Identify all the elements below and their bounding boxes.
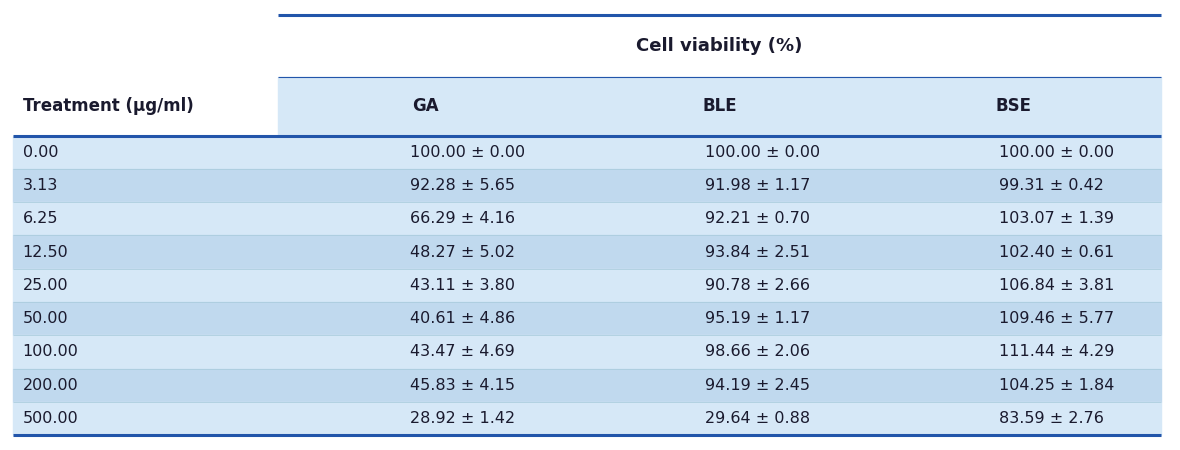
Bar: [13, 235, 1161, 269]
Text: 40.61 ± 4.86: 40.61 ± 4.86: [411, 311, 516, 326]
Text: 200.00: 200.00: [22, 378, 78, 393]
Text: 91.98 ± 1.17: 91.98 ± 1.17: [704, 178, 811, 193]
Bar: [13, 302, 1161, 335]
Text: 500.00: 500.00: [22, 411, 78, 426]
Text: 29.64 ± 0.88: 29.64 ± 0.88: [704, 411, 809, 426]
Text: 93.84 ± 2.51: 93.84 ± 2.51: [704, 245, 809, 260]
Text: 50.00: 50.00: [22, 311, 68, 326]
Text: 92.21 ± 0.70: 92.21 ± 0.70: [704, 212, 809, 226]
Text: 25.00: 25.00: [22, 278, 68, 293]
Text: 100.00 ± 0.00: 100.00 ± 0.00: [411, 145, 525, 160]
Text: 99.31 ± 0.42: 99.31 ± 0.42: [999, 178, 1104, 193]
Bar: [13, 135, 1161, 169]
Text: 103.07 ± 1.39: 103.07 ± 1.39: [999, 212, 1114, 226]
Text: 95.19 ± 1.17: 95.19 ± 1.17: [704, 311, 809, 326]
Text: 100.00: 100.00: [22, 344, 78, 360]
Text: 43.11 ± 3.80: 43.11 ± 3.80: [411, 278, 516, 293]
Text: 111.44 ± 4.29: 111.44 ± 4.29: [999, 344, 1114, 360]
Text: Cell viability (%): Cell viability (%): [636, 37, 802, 55]
Bar: [13, 369, 1161, 402]
Bar: [13, 335, 1161, 369]
Text: 94.19 ± 2.45: 94.19 ± 2.45: [704, 378, 809, 393]
Text: 106.84 ± 3.81: 106.84 ± 3.81: [999, 278, 1114, 293]
Text: 3.13: 3.13: [22, 178, 58, 193]
Text: 45.83 ± 4.15: 45.83 ± 4.15: [411, 378, 516, 393]
Text: 109.46 ± 5.77: 109.46 ± 5.77: [999, 311, 1114, 326]
Text: 6.25: 6.25: [22, 212, 58, 226]
Bar: [278, 77, 1161, 135]
Text: 92.28 ± 5.65: 92.28 ± 5.65: [411, 178, 516, 193]
Text: 98.66 ± 2.06: 98.66 ± 2.06: [704, 344, 809, 360]
Text: 28.92 ± 1.42: 28.92 ± 1.42: [411, 411, 516, 426]
Text: 90.78 ± 2.66: 90.78 ± 2.66: [704, 278, 809, 293]
Text: GA: GA: [412, 98, 439, 116]
Text: 83.59 ± 2.76: 83.59 ± 2.76: [999, 411, 1104, 426]
Text: 0.00: 0.00: [22, 145, 58, 160]
Bar: [13, 202, 1161, 235]
Text: 66.29 ± 4.16: 66.29 ± 4.16: [411, 212, 516, 226]
Text: Treatment (μg/ml): Treatment (μg/ml): [22, 98, 194, 116]
Text: 100.00 ± 0.00: 100.00 ± 0.00: [999, 145, 1114, 160]
Text: BLE: BLE: [702, 98, 736, 116]
Text: 104.25 ± 1.84: 104.25 ± 1.84: [999, 378, 1114, 393]
Text: 100.00 ± 0.00: 100.00 ± 0.00: [704, 145, 820, 160]
Text: 43.47 ± 4.69: 43.47 ± 4.69: [411, 344, 516, 360]
Text: 48.27 ± 5.02: 48.27 ± 5.02: [411, 245, 516, 260]
Bar: [13, 402, 1161, 435]
Text: BSE: BSE: [996, 98, 1031, 116]
Text: 12.50: 12.50: [22, 245, 68, 260]
Text: 102.40 ± 0.61: 102.40 ± 0.61: [999, 245, 1114, 260]
Bar: [13, 269, 1161, 302]
Bar: [13, 169, 1161, 202]
